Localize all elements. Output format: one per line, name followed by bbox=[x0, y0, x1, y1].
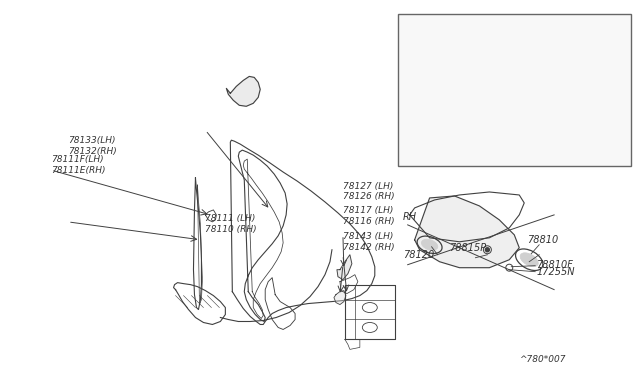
Text: ^780*007: ^780*007 bbox=[519, 355, 566, 364]
Text: 78810F: 78810F bbox=[536, 260, 573, 270]
Polygon shape bbox=[334, 291, 346, 305]
Text: 78116 (RH): 78116 (RH) bbox=[343, 217, 394, 227]
Ellipse shape bbox=[520, 253, 538, 267]
Text: 78120: 78120 bbox=[403, 250, 434, 260]
Bar bbox=[399, 15, 631, 166]
Text: RH: RH bbox=[403, 212, 417, 222]
Text: 17255N: 17255N bbox=[536, 267, 575, 277]
Text: 78111 (LH): 78111 (LH) bbox=[205, 214, 256, 223]
Text: 78810: 78810 bbox=[527, 235, 559, 245]
Text: 78127 (LH): 78127 (LH) bbox=[343, 182, 394, 190]
Circle shape bbox=[485, 248, 490, 252]
Polygon shape bbox=[415, 196, 519, 268]
Polygon shape bbox=[337, 255, 352, 280]
Text: 78143 (LH): 78143 (LH) bbox=[343, 232, 394, 241]
Text: 78126 (RH): 78126 (RH) bbox=[343, 192, 394, 202]
Ellipse shape bbox=[422, 239, 438, 250]
Text: 78111F(LH): 78111F(LH) bbox=[51, 155, 104, 164]
Text: 78815P: 78815P bbox=[449, 243, 486, 253]
Text: 78133(LH): 78133(LH) bbox=[68, 136, 115, 145]
Text: 78132(RH): 78132(RH) bbox=[68, 147, 116, 155]
Text: 78110 (RH): 78110 (RH) bbox=[205, 225, 257, 234]
Text: 78142 (RH): 78142 (RH) bbox=[343, 243, 394, 252]
Polygon shape bbox=[227, 76, 260, 106]
Text: 78117 (LH): 78117 (LH) bbox=[343, 206, 394, 215]
Text: 78111E(RH): 78111E(RH) bbox=[51, 166, 106, 174]
